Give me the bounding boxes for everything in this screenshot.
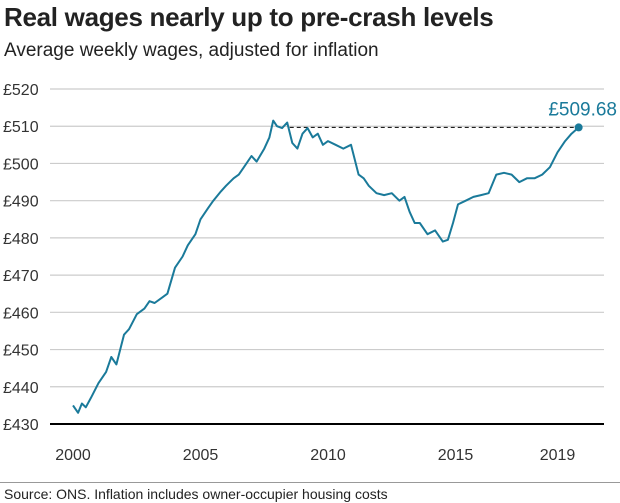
source-note: Source: ONS. Inflation includes owner-oc… [4,486,388,502]
y-tick-label: £450 [3,343,39,360]
x-tick-label: 2010 [310,447,346,464]
y-tick-label: £520 [3,82,39,99]
x-tick-label: 2015 [438,447,474,464]
x-tick-label: 2019 [540,447,576,464]
x-tick-label: 2005 [183,447,219,464]
latest-value-marker [574,123,583,132]
y-tick-label: £470 [3,268,39,285]
y-tick-label: £440 [3,380,39,397]
latest-value-label: £509.68 [548,99,617,120]
y-tick-label: £480 [3,231,39,248]
y-tick-label: £460 [3,305,39,322]
x-tick-label: 2000 [55,447,91,464]
chart-title: Real wages nearly up to pre-crash levels [4,2,494,32]
y-tick-label: £490 [3,194,39,211]
wages-series-line [72,119,580,414]
y-tick-label: £510 [3,119,39,136]
line-chart: £430 £440 £450 £460 £470 £480 £490 £500 £510 £520… [3,82,617,464]
y-tick-label: £500 [3,156,39,173]
source-divider [0,482,620,483]
y-tick-label: £430 [3,417,39,434]
chart-subtitle: Average weekly wages, adjusted for infla… [4,40,379,61]
